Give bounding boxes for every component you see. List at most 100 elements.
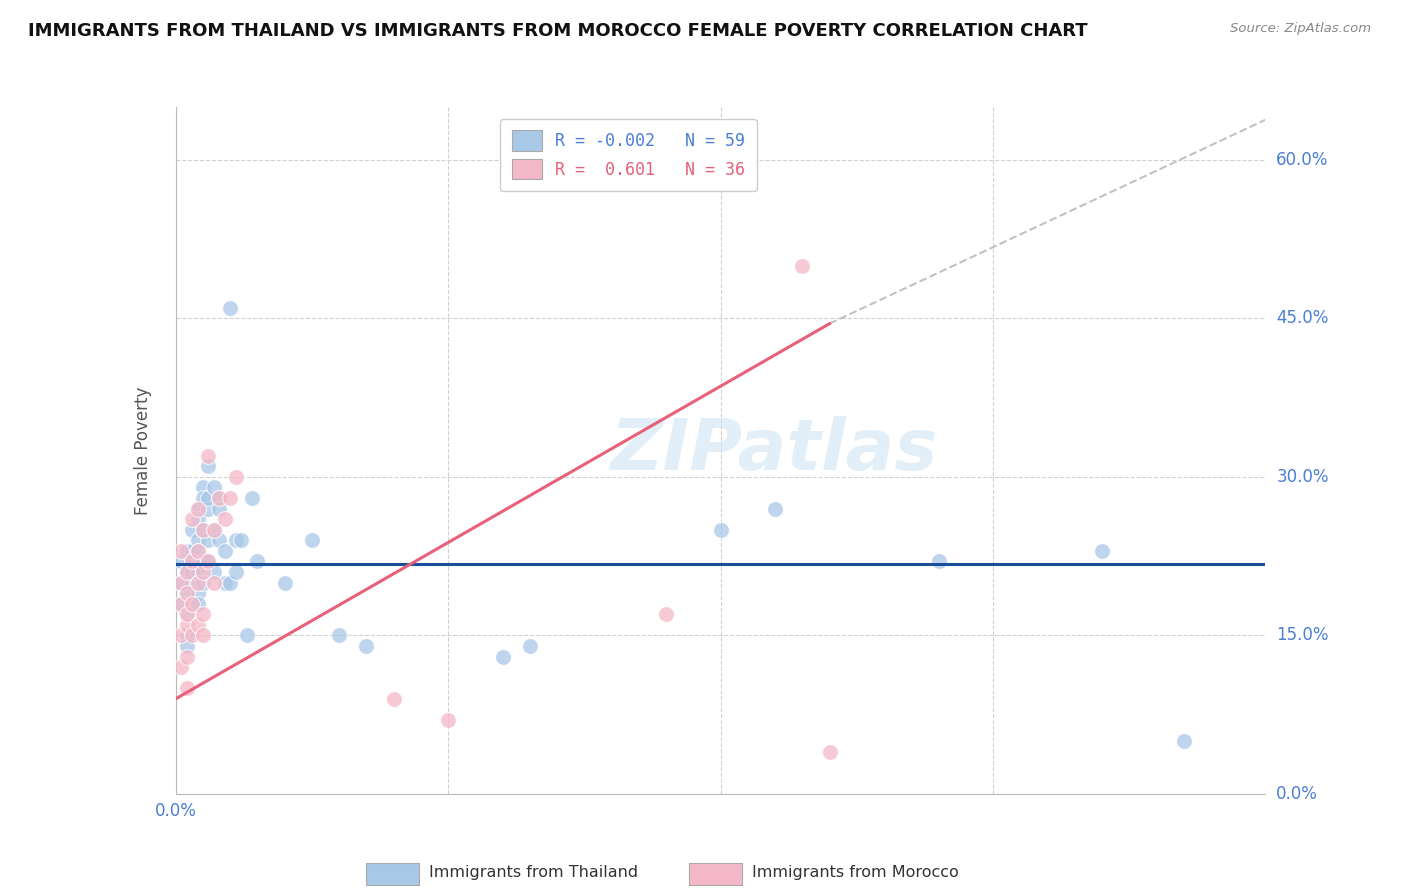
Point [231,533,253,548]
Point [176,628,198,642]
Point [492,649,515,664]
Point [235,628,257,642]
Point [197,501,219,516]
Text: 60.0%: 60.0% [1277,151,1329,169]
Point [181,575,204,590]
Text: IMMIGRANTS FROM THAILAND VS IMMIGRANTS FROM MOROCCO FEMALE POVERTY CORRELATION C: IMMIGRANTS FROM THAILAND VS IMMIGRANTS F… [28,22,1088,40]
Point [225,470,247,484]
Point [170,660,193,674]
Point [208,501,231,516]
Point [191,523,214,537]
Point [181,628,204,642]
Point [328,628,350,642]
Point [176,565,198,579]
Point [214,575,236,590]
Point [197,554,219,568]
Point [219,301,242,315]
Point [186,586,209,600]
Point [170,597,193,611]
Point [186,544,209,558]
Point [181,597,204,611]
Point [301,533,323,548]
Point [197,491,219,505]
Point [186,597,209,611]
Point [176,607,198,622]
Point [818,745,841,759]
Point [170,575,193,590]
Point [191,554,214,568]
Point [186,501,209,516]
Point [186,544,209,558]
Point [202,575,225,590]
Point [170,575,193,590]
Point [186,565,209,579]
Point [170,628,193,642]
Point [202,523,225,537]
Point [191,575,214,590]
Point [176,639,198,653]
Text: Source: ZipAtlas.com: Source: ZipAtlas.com [1230,22,1371,36]
Point [197,459,219,474]
Point [197,554,219,568]
Text: 0.0%: 0.0% [1277,785,1319,803]
Point [186,501,209,516]
Point [176,586,198,600]
Point [181,544,204,558]
Point [191,565,214,579]
Point [219,575,242,590]
Point [202,523,225,537]
Point [186,617,209,632]
Point [191,628,214,642]
Point [170,544,193,558]
Point [170,554,193,568]
Point [181,597,204,611]
Point [176,681,198,696]
Point [274,575,297,590]
Point [208,533,231,548]
Point [181,554,204,568]
Point [176,617,198,632]
Point [176,544,198,558]
Point [176,586,198,600]
Point [208,491,231,505]
Point [202,565,225,579]
Point [792,259,814,273]
Point [219,491,242,505]
Point [176,649,198,664]
Text: 30.0%: 30.0% [1277,468,1329,486]
Point [214,512,236,526]
Point [181,523,204,537]
Text: ZIPatlas: ZIPatlas [612,416,939,485]
Point [240,491,263,505]
Point [246,554,269,568]
Point [710,523,733,537]
Point [763,501,786,516]
Text: 45.0%: 45.0% [1277,310,1329,327]
Point [225,565,247,579]
Text: Immigrants from Morocco: Immigrants from Morocco [752,865,959,880]
Y-axis label: Female Poverty: Female Poverty [134,386,152,515]
Point [1173,734,1195,748]
Point [382,691,405,706]
Point [170,597,193,611]
Point [928,554,950,568]
Text: Immigrants from Thailand: Immigrants from Thailand [429,865,638,880]
Point [197,533,219,548]
Point [186,533,209,548]
Point [191,491,214,505]
Point [214,544,236,558]
Point [437,713,460,727]
Point [176,565,198,579]
Point [176,607,198,622]
Legend: R = -0.002   N = 59, R =  0.601   N = 36: R = -0.002 N = 59, R = 0.601 N = 36 [501,119,756,191]
Point [356,639,378,653]
Point [208,491,231,505]
Point [181,512,204,526]
Point [225,533,247,548]
Point [191,523,214,537]
Point [191,607,214,622]
Point [186,512,209,526]
Point [181,565,204,579]
Point [186,575,209,590]
Text: 0.0%: 0.0% [155,802,197,820]
